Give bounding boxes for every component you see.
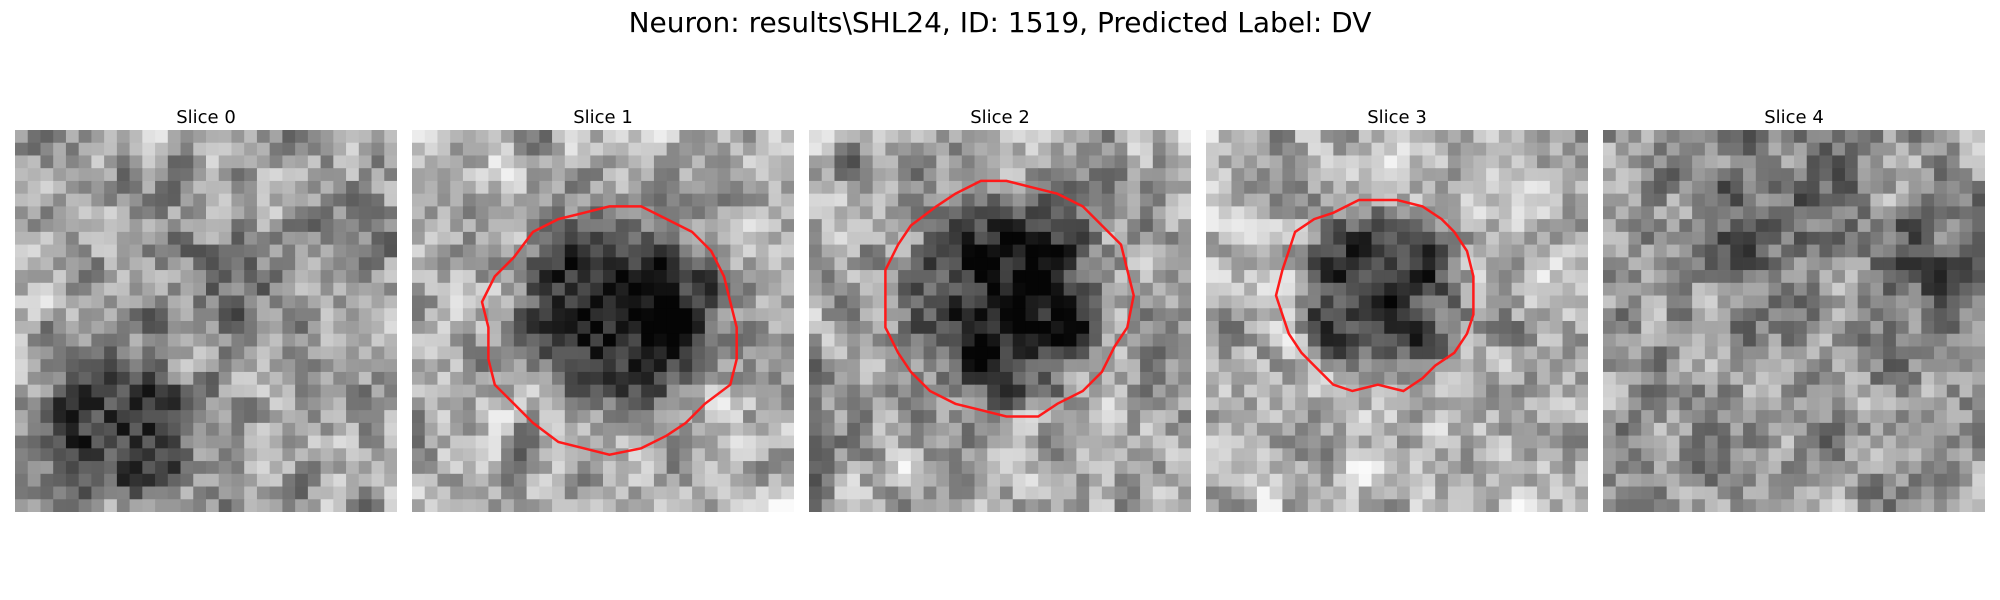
figure-title: Neuron: results\SHL24, ID: 1519, Predict… (628, 6, 1372, 39)
segmentation-contour (884, 179, 1135, 418)
slice-image-3 (1206, 130, 1588, 512)
slice-panel-3: Slice 3 (1206, 106, 1588, 512)
slice-image-4 (1603, 130, 1985, 512)
slice-panel-4: Slice 4 (1603, 106, 1985, 512)
slice-title-4: Slice 4 (1764, 107, 1824, 128)
slice-title-3: Slice 3 (1367, 107, 1427, 128)
segmentation-contour (480, 205, 738, 456)
slice-panel-2: Slice 2 (809, 106, 1191, 512)
slice-title-2: Slice 2 (970, 107, 1030, 128)
slice-title-0: Slice 0 (176, 107, 236, 128)
slice-image-0 (15, 130, 397, 512)
slice-panel-1: Slice 1 (412, 106, 794, 512)
segmentation-contour (1274, 198, 1475, 393)
slice-title-1: Slice 1 (573, 107, 633, 128)
slice-image-2 (809, 130, 1191, 512)
slice-panel-0: Slice 0 (15, 106, 397, 512)
slice-image-1 (412, 130, 794, 512)
